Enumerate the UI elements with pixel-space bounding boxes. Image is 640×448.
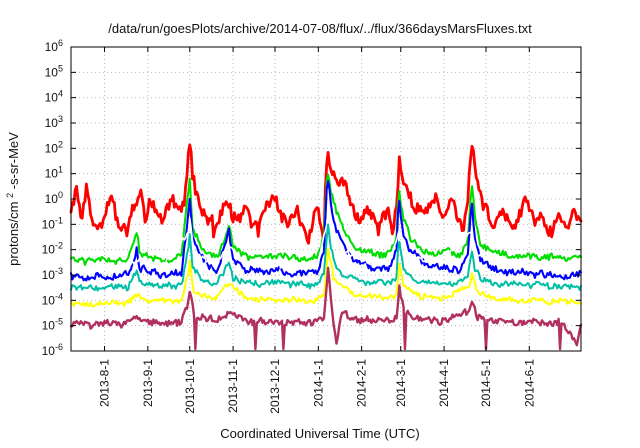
y-tick-label: 10-3 — [42, 266, 63, 282]
x-tick-label: 2014-1-1 — [311, 359, 325, 407]
flux-series-line — [70, 247, 582, 308]
y-tick-label-base: 10 — [45, 65, 59, 79]
series-layer — [69, 143, 583, 351]
y-tick-label-exponent: -5 — [55, 317, 63, 327]
x-tick-label: 2014-6-1 — [522, 359, 536, 407]
y-tick-label-base: 10 — [42, 268, 56, 282]
y-tick-label: 105 — [45, 63, 63, 79]
x-tick-label: 2013-8-1 — [98, 359, 112, 407]
y-tick-label-base: 10 — [45, 116, 59, 130]
plot-frame — [70, 46, 582, 352]
y-tick-label-exponent: 0 — [58, 190, 63, 200]
x-axis-title: Coordinated Universal Time (UTC) — [220, 426, 419, 441]
flux-series-line — [70, 207, 582, 273]
y-tick-label-exponent: -4 — [55, 291, 63, 301]
y-tick-label-base: 10 — [45, 91, 59, 105]
x-tick-label: 2014-2-1 — [355, 359, 369, 407]
x-tick-label: 2014-4-1 — [437, 359, 451, 407]
y-tick-label-exponent: -1 — [55, 215, 63, 225]
y-tick-label-exponent: 2 — [58, 139, 63, 149]
y-tick-label: 10-2 — [42, 241, 63, 257]
y-tick-label: 104 — [45, 89, 63, 105]
y-tick-label: 103 — [45, 114, 63, 130]
x-tick-label: 2013-10-1 — [183, 359, 197, 414]
axis-layer: 10-610-510-410-310-210-11001011021031041… — [42, 38, 581, 414]
y-tick-label: 106 — [45, 38, 63, 54]
y-tick-label: 10-4 — [42, 291, 63, 307]
y-tick-label: 100 — [45, 190, 63, 206]
x-tick-label: 2014-3-1 — [394, 359, 408, 407]
y-tick-label-exponent: -6 — [55, 342, 63, 352]
y-tick-label-base: 10 — [45, 40, 59, 54]
y-tick-label-base: 10 — [42, 217, 56, 231]
y-tick-label-exponent: 3 — [58, 114, 63, 124]
y-tick-label-exponent: 4 — [58, 89, 63, 99]
y-tick-label-base: 10 — [45, 192, 59, 206]
flux-series-line — [69, 143, 583, 247]
y-axis-title: protons/cm 2 -s-sr-MeV — [5, 132, 21, 266]
y-tick-label-exponent: -3 — [55, 266, 63, 276]
y-tick-label-base: 10 — [42, 293, 56, 307]
y-tick-label: 10-6 — [42, 342, 63, 358]
y-tick-label-base: 10 — [45, 167, 59, 181]
y-tick-label-base: 10 — [45, 141, 59, 155]
x-tick-label: 2013-9-1 — [141, 359, 155, 407]
y-axis-title-main: protons/cm — [6, 202, 21, 266]
y-axis-title-suffix: -s-sr-MeV — [6, 132, 21, 189]
y-tick-label: 10-5 — [42, 317, 63, 333]
y-axis-title-superscript: 2 — [5, 193, 15, 198]
x-tick-label: 2014-5-1 — [479, 359, 493, 407]
chart-title: /data/run/goesPlots/archive/2014-07-08/f… — [108, 21, 532, 36]
y-tick-label: 102 — [45, 139, 63, 155]
y-tick-label: 10-1 — [42, 215, 63, 231]
flux-series-line — [69, 179, 583, 282]
y-tick-label-exponent: 5 — [58, 63, 63, 73]
y-tick-label-base: 10 — [42, 319, 56, 333]
flux-series-line — [70, 223, 582, 292]
y-tick-label-exponent: 1 — [58, 165, 63, 175]
y-tick-label-exponent: -2 — [55, 241, 63, 251]
y-tick-label: 101 — [45, 165, 63, 181]
y-tick-label-base: 10 — [42, 243, 56, 257]
x-tick-label: 2013-12-1 — [268, 359, 282, 414]
x-tick-label: 2013-11-1 — [226, 359, 240, 413]
y-tick-label-base: 10 — [42, 344, 56, 358]
y-tick-label-exponent: 6 — [58, 38, 63, 48]
flux-series-line — [69, 266, 583, 351]
